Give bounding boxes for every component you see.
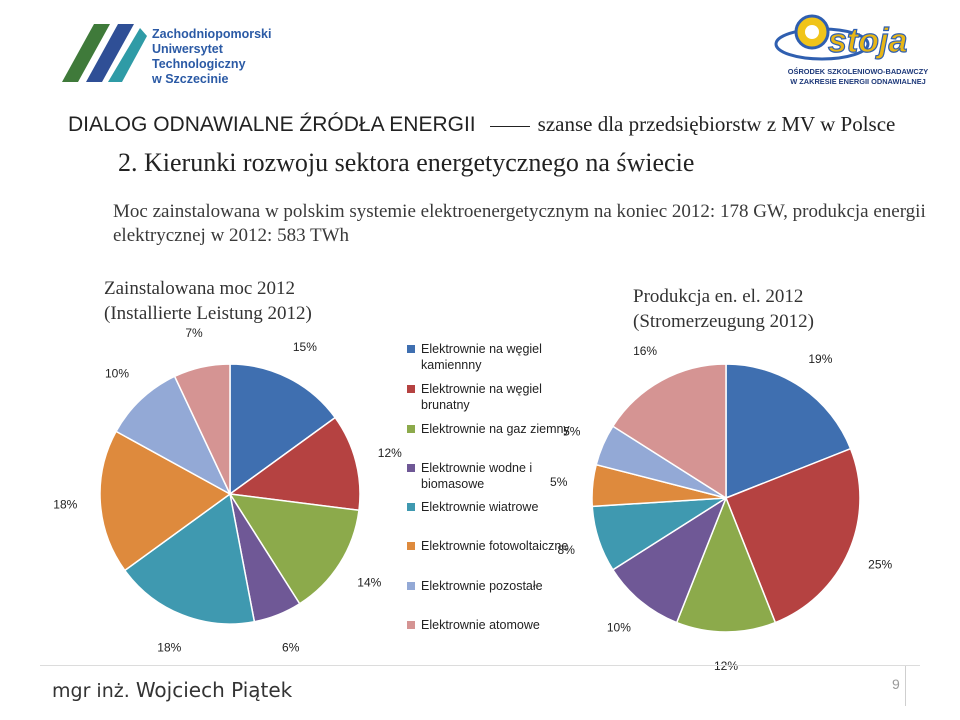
author: mgr inż. Wojciech Piątek [52,678,292,702]
university-name: Zachodniopomorski Uniwersytet Technologi… [152,27,271,87]
slide-title-tagline: szanse dla przedsiębiorstw z MV w Polsce [537,112,896,136]
chart-title-production-line-1: Produkcja en. el. 2012 [633,286,804,307]
ostoja-subtitle-line-1: OŚRODEK SZKOLENIOWO-BADAWCZY [787,67,929,76]
pie-slice-installed-wind [123,492,256,625]
title-dash [489,125,530,127]
legend-item-other: Elektrownie pozostałe [407,578,571,594]
chart-title-production-line-2: (Stromerzeugung 2012) [633,311,814,332]
pie-chart-production: 19% 25% 12% 10% 8% 5% 5% 16% [550,344,893,673]
chart-title-installed: Zainstalowana moc 2012 (Installierte Lei… [104,276,312,326]
legend-swatch-wind [407,503,415,511]
legend-swatch-hydro-biomass [407,464,415,472]
pie-slice-installed-hard-coal [229,363,337,496]
chart-title-installed-line-2: (Installierte Leistung 2012) [104,303,312,324]
slice-label-production-lignite: 25% [868,558,892,572]
legend-item-nuclear: Elektrownie atomowe [407,617,571,633]
legend-item-pv: Elektrownie fotowoltaiczne [407,538,571,554]
legend-swatch-pv [407,542,415,550]
footer-divider [40,665,920,666]
legend-label-lignite: Elektrownie na węgiel brunatny [421,382,542,412]
university-line-4: w Szczecinie [152,72,229,86]
pie-slice-installed-other [115,375,232,496]
author-name: Wojciech Piątek [135,678,293,702]
slice-label-production-wind: 8% [558,543,576,557]
pie-slice-installed-pv [99,430,232,572]
pie-slice-production-hard-coal [725,363,852,500]
pie-chart-installed: 15% 12% 14% 6% 18% 18% 10% 7% [53,326,402,654]
legend-item-gas: Elektrownie na gaz ziemny [407,421,571,437]
legend-label-other: Elektrownie pozostałe [421,579,543,593]
ostoja-subtitle-line-2: W ZAKRESIE ENERGII ODNAWIALNEJ [790,77,926,86]
legend-label-nuclear: Elektrownie atomowe [421,618,540,632]
legend-label-hard-coal: Elektrownie na węgiel kamiennny [421,342,542,372]
pie-slice-installed-lignite [228,416,361,512]
chart-title-production: Produkcja en. el. 2012 (Stromerzeugung 2… [633,284,814,334]
svg-text:stoja: stoja [828,22,907,60]
slice-label-installed-gas: 14% [357,575,381,589]
slice-label-installed-other: 10% [105,367,129,381]
legend-swatch-hard-coal [407,345,415,353]
slice-label-installed-pv: 18% [53,497,77,511]
author-prefix: mgr inż. [52,680,130,702]
slice-label-production-hydro-biomass: 10% [607,620,631,634]
university-logo [52,14,147,89]
pie-slice-production-nuclear [611,363,727,500]
legend-swatch-other [407,582,415,590]
slice-label-installed-lignite: 12% [378,446,402,460]
slide-title: DIALOG ODNAWIALNE ŹRÓDŁA ENERGII szanse d… [68,112,895,137]
slice-label-production-hard-coal: 19% [808,352,832,366]
section-heading: 2. Kierunki rozwoju sektora energetyczne… [118,148,695,177]
slice-label-installed-nuclear: 7% [185,326,203,340]
ostoja-logo-mark: stoja [774,14,908,61]
description-text: Moc zainstalowana w polskim systemie ele… [113,201,926,246]
legend-item-hard-coal: Elektrownie na węgiel kamiennny [407,341,571,373]
ostoja-subtitle: OŚRODEK SZKOLENIOWO-BADAWCZY W ZAKRESIE … [783,67,933,87]
legend-label-wind: Elektrownie wiatrowe [421,500,539,514]
legend-label-hydro-biomass: Elektrownie wodne i biomasowe [421,461,533,491]
slice-label-installed-wind: 18% [157,640,181,654]
pie-slice-production-gas [675,495,777,633]
slice-label-production-gas: 12% [714,659,738,673]
university-line-2: Uniwersytet [152,42,223,56]
zut-logo-mark [62,24,147,82]
university-line-3: Technologiczny [152,57,246,71]
legend-item-hydro-biomass: Elektrownie wodne i biomasowe [407,460,571,492]
chart-title-installed-line-1: Zainstalowana moc 2012 [104,278,296,299]
legend-label-gas: Elektrownie na gaz ziemny [421,422,570,436]
footer-page-marker [905,666,906,706]
legend-swatch-lignite [407,385,415,393]
legend-item-lignite: Elektrownie na węgiel brunatny [407,381,571,413]
page-number: 9 [892,676,900,692]
legend-item-wind: Elektrownie wiatrowe [407,499,571,515]
legend-swatch-gas [407,425,415,433]
slice-label-installed-hydro-biomass: 6% [282,640,300,654]
ostoja-logo: stoja [770,6,950,71]
slide-title-main: DIALOG ODNAWIALNE ŹRÓDŁA ENERGII [68,113,476,136]
university-line-1: Zachodniopomorski [152,27,272,41]
slice-label-production-nuclear: 16% [633,344,657,358]
slice-label-production-other: 5% [563,424,581,438]
legend-swatch-nuclear [407,621,415,629]
pie-slice-installed-gas [228,493,360,605]
slice-label-installed-hard-coal: 15% [293,340,317,354]
slice-label-production-pv: 5% [550,475,568,489]
pie-slice-installed-nuclear [173,363,231,495]
pie-slice-production-hydro-biomass [611,496,728,624]
legend-label-pv: Elektrownie fotowoltaiczne [421,539,569,553]
pie-slice-production-lignite [725,447,861,624]
